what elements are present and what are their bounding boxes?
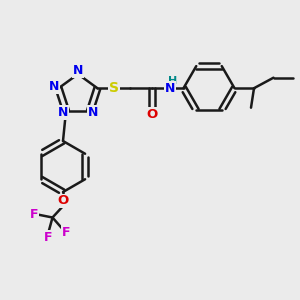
Text: N: N <box>73 64 83 77</box>
Text: F: F <box>62 226 70 239</box>
Text: F: F <box>44 231 52 244</box>
Text: N: N <box>165 82 175 95</box>
Text: S: S <box>109 81 119 95</box>
Text: H: H <box>168 76 177 86</box>
Text: N: N <box>49 80 59 93</box>
Text: O: O <box>146 108 158 121</box>
Text: N: N <box>88 106 98 119</box>
Text: N: N <box>58 106 68 119</box>
Text: F: F <box>30 208 39 221</box>
Text: O: O <box>57 194 69 208</box>
